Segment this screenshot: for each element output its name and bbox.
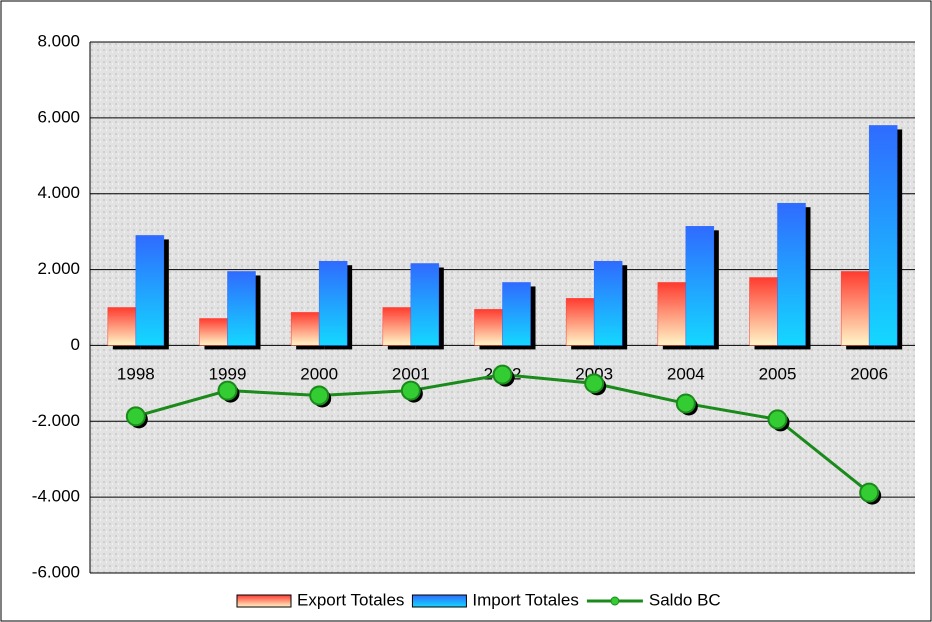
bar xyxy=(199,318,228,346)
point xyxy=(217,380,238,401)
x-tick-label: 2004 xyxy=(667,364,705,383)
point xyxy=(767,409,788,430)
x-tick-label: 2005 xyxy=(759,364,797,383)
legend-swatch xyxy=(411,594,467,608)
point xyxy=(859,482,880,503)
y-tick-label: -2.000 xyxy=(32,411,80,430)
point xyxy=(675,393,696,414)
legend-swatch xyxy=(236,594,292,608)
bar xyxy=(840,271,870,346)
bar xyxy=(227,271,256,346)
bar xyxy=(593,260,623,346)
bar xyxy=(777,202,806,346)
bar xyxy=(657,282,687,346)
legend-label: Saldo BC xyxy=(649,590,721,609)
y-tick-label: 0 xyxy=(71,335,80,354)
bar xyxy=(868,125,898,346)
y-tick-label: 2.000 xyxy=(37,259,80,278)
bar xyxy=(135,235,165,346)
point xyxy=(584,373,605,394)
bar xyxy=(685,226,715,346)
bar xyxy=(382,307,412,346)
y-tick-label: 6.000 xyxy=(37,107,80,126)
bar xyxy=(502,282,531,346)
legend-point xyxy=(610,596,620,606)
y-tick-label: 4.000 xyxy=(37,183,80,202)
x-tick-label: 2006 xyxy=(850,364,888,383)
x-tick-label: 2001 xyxy=(392,364,430,383)
bar xyxy=(749,277,778,346)
x-tick-label: 1998 xyxy=(117,364,155,383)
bar xyxy=(107,307,137,346)
y-tick-label: -4.000 xyxy=(32,487,80,506)
bar xyxy=(318,260,348,346)
bar xyxy=(565,298,595,346)
point xyxy=(309,385,330,406)
x-tick-label: 2000 xyxy=(300,364,338,383)
bar xyxy=(474,309,503,346)
y-tick-label: 8.000 xyxy=(37,31,80,50)
legend-label: Import Totales xyxy=(472,590,578,609)
point xyxy=(400,380,421,401)
bar xyxy=(290,312,320,346)
bar xyxy=(410,263,440,346)
x-tick-label: 1999 xyxy=(209,364,247,383)
y-tick-label: -6.000 xyxy=(32,562,80,581)
legend-label: Export Totales xyxy=(297,590,404,609)
point xyxy=(492,364,513,385)
point xyxy=(125,406,146,427)
